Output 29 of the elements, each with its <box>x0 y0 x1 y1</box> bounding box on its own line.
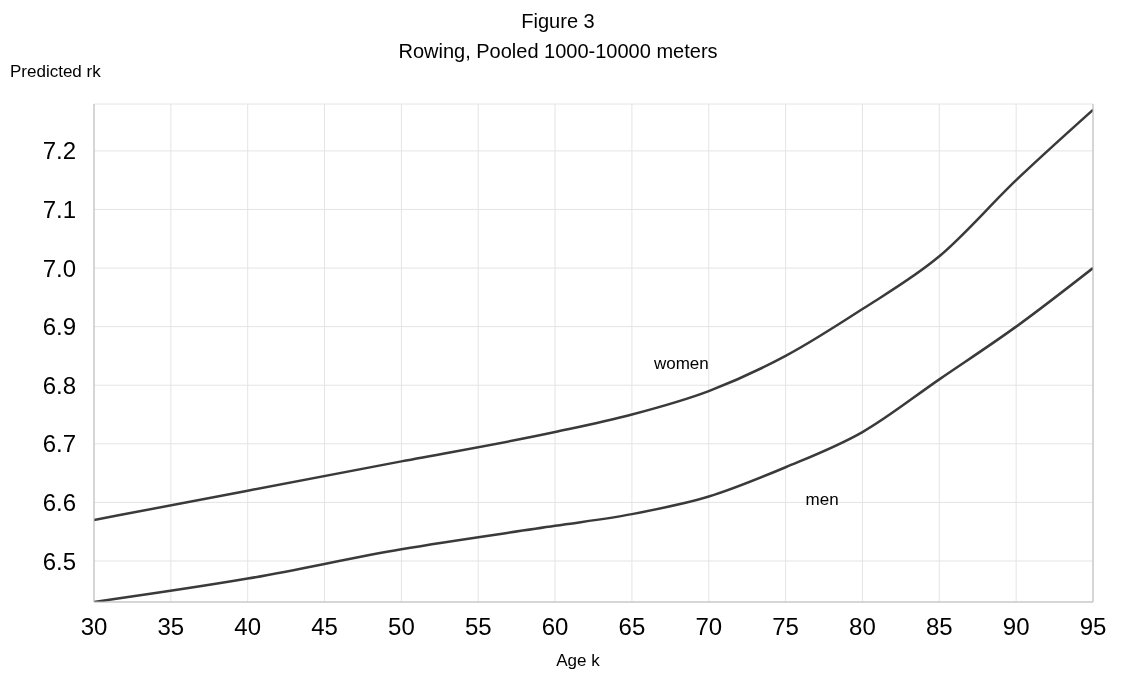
line-series <box>94 108 1093 522</box>
y-tick-label: 6.9 <box>42 313 76 341</box>
x-tick-label: 80 <box>849 613 876 641</box>
x-tick-label: 95 <box>1079 613 1107 641</box>
x-tick-label: 45 <box>311 613 338 641</box>
x-axis-title: Age k <box>555 651 601 671</box>
y-axis-title: Predicted rk <box>10 62 101 82</box>
y-tick-label: 6.6 <box>42 488 76 516</box>
x-tick-label: 65 <box>618 613 646 641</box>
x-tick-label: 85 <box>925 613 953 641</box>
chart-title: Figure 3 <box>520 10 596 33</box>
y-tick-label: 7.1 <box>42 195 76 223</box>
y-tick-label: 6.7 <box>42 430 76 458</box>
series-label: men <box>805 490 839 510</box>
x-tick-label: 30 <box>80 613 108 641</box>
y-tick-label: 6.8 <box>42 371 76 399</box>
y-tick-label: 6.5 <box>42 547 76 575</box>
series-label: women <box>652 354 709 374</box>
x-tick-label: 50 <box>388 613 415 641</box>
x-tick-label: 90 <box>1002 613 1030 641</box>
y-tick-label: 7.2 <box>42 137 76 165</box>
x-tick-label: 75 <box>772 613 799 641</box>
chart-subtitle: Rowing, Pooled 1000-10000 meters <box>397 40 719 63</box>
x-tick-label: 70 <box>695 613 723 641</box>
x-tick-label: 60 <box>541 613 569 641</box>
x-tick-label: 55 <box>464 613 492 641</box>
x-tick-label: 35 <box>157 613 185 641</box>
x-tick-label: 40 <box>234 613 262 641</box>
y-tick-label: 7.0 <box>42 254 76 282</box>
